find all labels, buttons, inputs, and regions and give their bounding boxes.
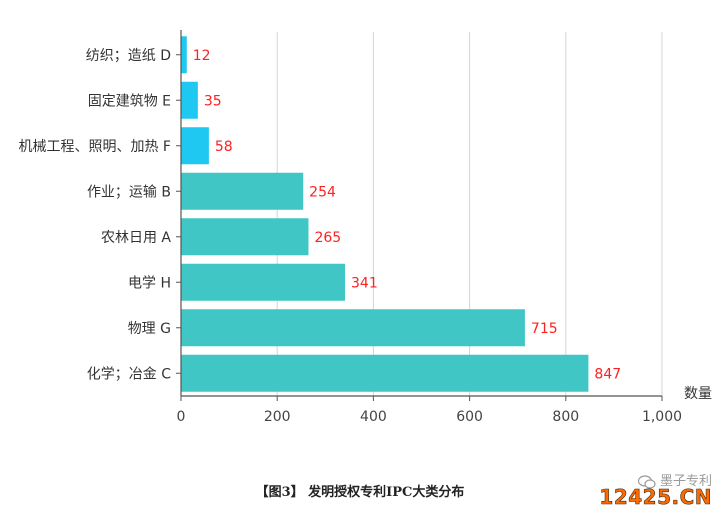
value-label: 12 xyxy=(193,48,211,64)
category-label: 固定建筑物 E xyxy=(88,93,171,109)
bar-chart: 纺织；造纸 D 12 固定建筑物 E 35 机械工程、照明、加热 F 58 作业；运输 B 2… xyxy=(18,30,712,425)
watermark-brand-text: 墨子专利 xyxy=(659,474,712,489)
bar xyxy=(181,263,346,301)
category-label: 农林日用 A xyxy=(101,230,171,246)
figure-caption: 【图3】 发明授权专利IPC大类分布 xyxy=(255,485,465,500)
bar xyxy=(181,81,198,119)
value-label: 715 xyxy=(531,321,558,337)
x-tick-label: 1,000 xyxy=(642,409,682,425)
category-label: 机械工程、照明、加热 F xyxy=(18,139,171,155)
x-tick-label: 800 xyxy=(552,409,579,425)
bar xyxy=(181,172,304,210)
category-label: 纺织；造纸 D xyxy=(86,48,171,64)
wechat-icon xyxy=(637,474,656,489)
value-label: 341 xyxy=(351,275,378,291)
x-tick-label: 0 xyxy=(177,409,186,425)
bar xyxy=(181,127,209,165)
category-label: 电学 H xyxy=(128,275,171,291)
watermark: 墨子专利 12425.CN xyxy=(599,470,712,509)
category-label: 化学；冶金 C xyxy=(87,366,171,382)
x-tick-label: 600 xyxy=(456,409,483,425)
watermark-brand: 墨子专利 xyxy=(599,470,712,489)
value-label: 847 xyxy=(594,366,621,382)
watermark-site: 12425.CN xyxy=(599,485,712,510)
category-label: 物理 G xyxy=(128,321,171,337)
value-label: 254 xyxy=(309,184,336,200)
bar xyxy=(181,218,309,256)
bar xyxy=(181,354,589,392)
category-label: 作业；运输 B xyxy=(87,184,171,200)
x-axis-title: 数量 xyxy=(684,386,712,402)
value-label: 265 xyxy=(314,230,341,246)
value-label: 35 xyxy=(204,93,222,109)
value-label: 58 xyxy=(215,139,233,155)
x-tick-label: 200 xyxy=(264,409,291,425)
bar xyxy=(181,36,187,74)
bar xyxy=(181,309,525,347)
x-tick-label: 400 xyxy=(360,409,387,425)
